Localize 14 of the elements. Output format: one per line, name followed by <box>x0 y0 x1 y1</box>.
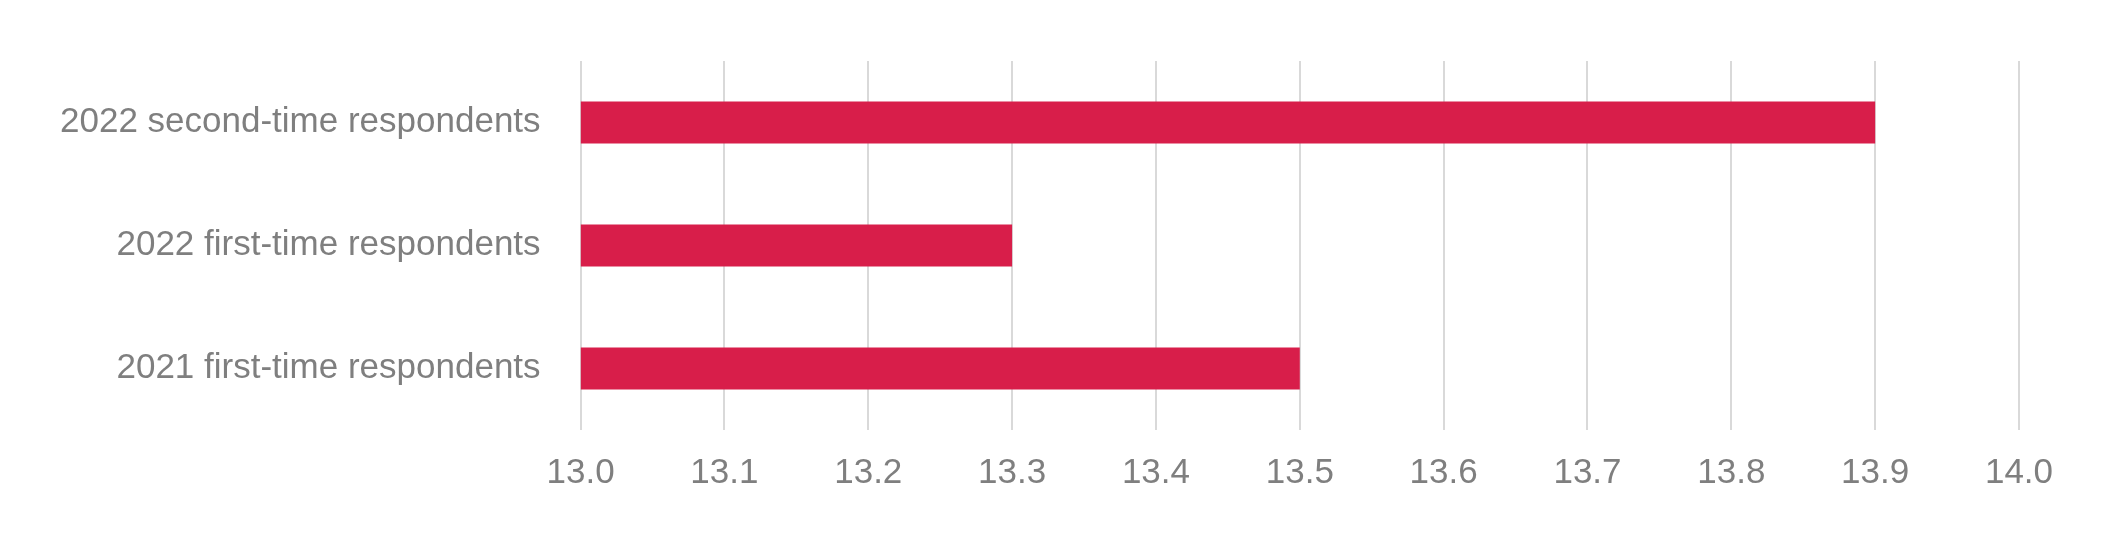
x-tick-label: 13.1 <box>690 450 759 490</box>
x-tick-label: 13.3 <box>978 450 1047 490</box>
y-tick-label: 2022 second-time respondents <box>59 100 541 140</box>
x-tick-label: 13.6 <box>1409 450 1478 490</box>
x-tick-label: 14.0 <box>1984 450 2054 490</box>
x-tick-label: 13.5 <box>1265 450 1334 490</box>
x-tick-label: 13.7 <box>1553 450 1622 490</box>
x-tick-label: 13.8 <box>1697 450 1766 490</box>
x-tick-label: 13.4 <box>1121 450 1191 490</box>
y-tick-label: 2021 first-time respondents <box>116 346 541 386</box>
x-tick-label: 13.0 <box>546 450 615 490</box>
x-tick-label: 13.9 <box>1841 450 1910 490</box>
y-tick-label: 2022 first-time respondents <box>116 223 541 263</box>
x-tick-label: 13.2 <box>834 450 903 490</box>
